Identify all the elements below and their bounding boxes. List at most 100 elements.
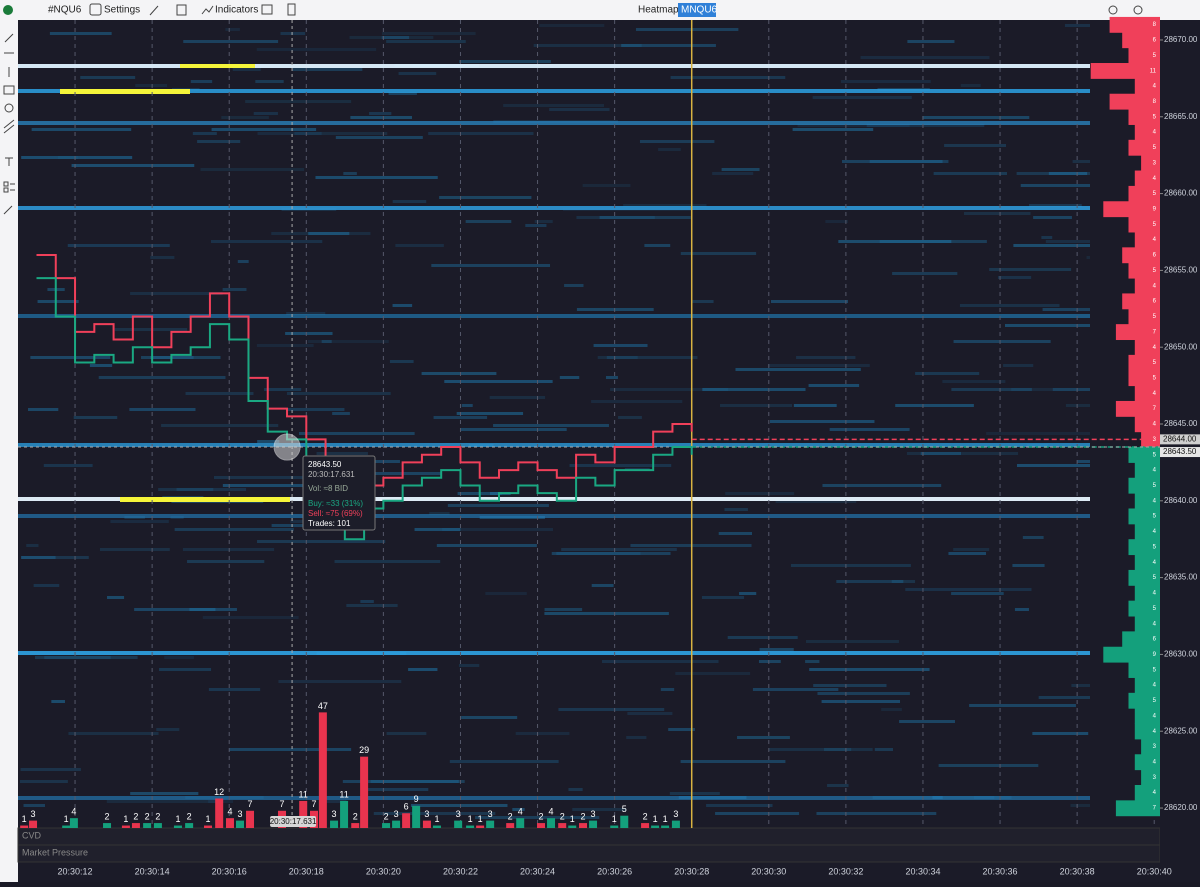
liquidity-streak: [159, 668, 212, 671]
liquidity-streak: [597, 356, 638, 359]
liquidity-streak: [718, 532, 753, 535]
volume-label: 1: [663, 814, 668, 824]
liquidity-streak: [618, 416, 642, 419]
liquidity-streak: [225, 28, 240, 31]
liquidity-streak: [1029, 204, 1082, 207]
draw-icon[interactable]: [149, 5, 159, 16]
liquidity-streak: [99, 548, 170, 551]
depth-bar: [1128, 370, 1160, 387]
liquidity-streak: [334, 472, 442, 475]
depth-bar: [1128, 692, 1160, 709]
volume-label: 4: [518, 807, 523, 817]
circle-tool[interactable]: [4, 103, 14, 113]
depth-bar: [1115, 400, 1160, 417]
more-tools[interactable]: [3, 119, 15, 215]
tooltip-sell: Sell: ≈75 (69%): [308, 509, 363, 518]
depth-bar: [1141, 155, 1160, 172]
volume-bar: [131, 823, 140, 828]
liquidity-streak: [959, 304, 1060, 307]
liquidity-streak: [161, 424, 279, 427]
depth-label: 3: [1153, 744, 1157, 750]
depth-bar: [1134, 616, 1160, 632]
volume-bar: [620, 815, 629, 828]
left-toolbar: [0, 20, 18, 882]
depth-label: 4: [1153, 760, 1157, 766]
liquidity-streak: [1052, 388, 1090, 391]
x-tick-label: 20:30:18: [289, 866, 324, 876]
liquidity-streak: [1070, 804, 1090, 807]
liquidity-streak: [73, 416, 118, 419]
window-icon[interactable]: [261, 4, 273, 15]
tool-icon[interactable]: [1108, 5, 1118, 15]
panel-icon[interactable]: [287, 3, 296, 16]
volume-bar: [516, 818, 525, 828]
liquidity-streak: [1086, 256, 1090, 259]
liquidity-streak: [150, 256, 175, 259]
liquidity-streak: [1032, 732, 1089, 735]
volume-label: 2: [353, 811, 358, 821]
depth-label: 3: [1153, 160, 1157, 166]
liquidity-streak: [299, 432, 415, 435]
settings[interactable]: Settings: [104, 5, 140, 16]
liquidity-streak: [964, 212, 1031, 215]
liquidity-streak: [182, 548, 275, 551]
liquidity-streak: [1003, 364, 1034, 367]
liquidity-streak: [817, 692, 910, 695]
liquidity-streak: [1041, 236, 1053, 239]
liquidity-streak: [286, 392, 391, 395]
pane-label: CVD: [22, 830, 42, 840]
depth-label: 5: [1153, 268, 1157, 274]
liquidity-streak: [534, 220, 553, 223]
liquidity-streak: [135, 84, 168, 87]
tooltip: [302, 455, 376, 531]
liquidity-streak: [551, 552, 671, 555]
volume-bar: [671, 820, 680, 828]
depth-bar: [1141, 738, 1160, 755]
liquidity-streak: [675, 672, 751, 675]
depth-bar: [1134, 677, 1160, 694]
liquidity-streak: [285, 332, 333, 335]
draw-tools[interactable]: [3, 33, 15, 95]
liquidity-streak: [141, 356, 221, 359]
liquidity-streak: [213, 476, 325, 479]
depth-bar: [1134, 385, 1160, 402]
volume-bar: [299, 800, 308, 828]
depth-bar: [1134, 231, 1160, 248]
pressure-pane: [17, 844, 1161, 863]
liquidity-streak: [71, 164, 195, 167]
mode[interactable]: Heatmap: [638, 5, 679, 16]
liquidity-streak: [1045, 240, 1090, 243]
depth-bar: [1128, 569, 1160, 586]
liquidity-streak: [44, 656, 111, 659]
liquidity-streak: [429, 512, 450, 515]
layers-icon[interactable]: [176, 4, 187, 16]
volume-label: 2: [581, 811, 586, 821]
depth-label: 5: [1153, 191, 1157, 197]
contract[interactable]: MNQU6: [681, 5, 718, 16]
liquidity-streak: [623, 204, 707, 207]
indicators[interactable]: Indicators: [215, 5, 258, 16]
liquidity-streak: [381, 36, 410, 39]
x-tick-label: 20:30:40: [1137, 866, 1172, 876]
liquidity-streak: [28, 408, 59, 411]
liquidity-streak: [1020, 184, 1090, 187]
depth-bar: [1134, 723, 1160, 740]
liquidity-streak: [892, 272, 958, 275]
symbol[interactable]: #NQU6: [48, 5, 82, 16]
liquidity-streak: [294, 132, 388, 135]
volume-bar: [412, 805, 421, 828]
liquidity-streak: [211, 128, 317, 131]
logo: [3, 5, 13, 15]
liquidity-streak: [905, 588, 1032, 591]
liquidity-streak: [89, 364, 113, 367]
volume-bar: [103, 823, 112, 828]
depth-bar: [1103, 646, 1160, 663]
volume-bar: [173, 825, 182, 828]
liquidity-streak: [176, 488, 247, 491]
volume-bar: [330, 820, 339, 828]
settings-gear[interactable]: [1133, 5, 1143, 15]
price-label-bg: [1160, 447, 1200, 458]
liquidity-streak: [821, 700, 901, 703]
volume-bar: [143, 823, 152, 828]
liquidity-streak: [389, 360, 414, 363]
